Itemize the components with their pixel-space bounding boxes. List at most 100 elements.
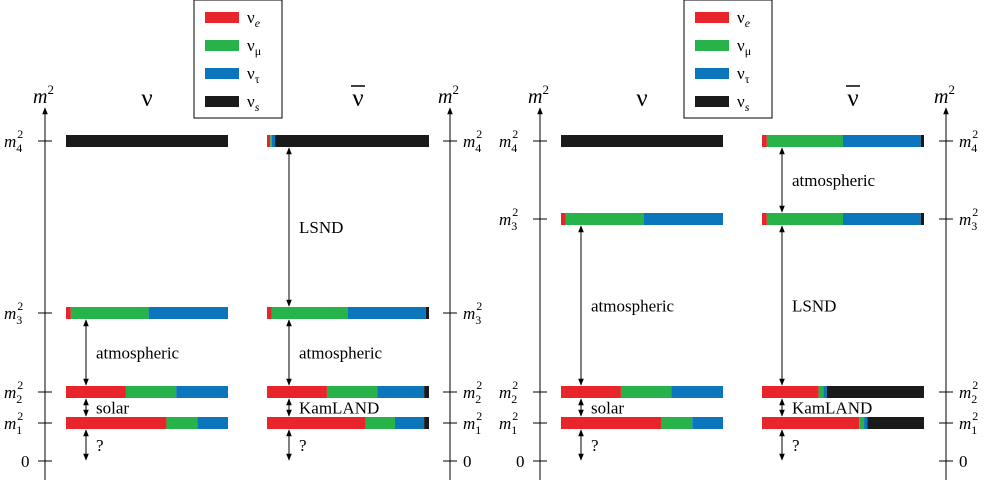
splitting-arrow-nubar-m1-zero: ? xyxy=(286,429,307,461)
arrow-label: solar xyxy=(591,399,624,418)
column-title-nu: ν xyxy=(141,85,152,112)
bar-segment-nubar-m4-nu_mu xyxy=(270,135,272,147)
bar-segment-nu-m3-nu_mu xyxy=(70,307,149,319)
splitting-arrow-nu-m2-m1: solar xyxy=(83,398,129,418)
level-bars-nubar xyxy=(762,135,924,429)
arrow-label: atmospheric xyxy=(591,297,675,316)
splitting-arrow-nu-m3-m2: atmospheric xyxy=(83,319,180,386)
splitting-arrow-nubar-m2-m1: KamLAND xyxy=(286,398,379,418)
level-label-m2: m22 xyxy=(499,378,518,406)
zero-label: 0 xyxy=(21,452,30,471)
bar-segment-nu-m3-nu_tau xyxy=(643,213,723,225)
level-label-m4: m42 xyxy=(959,127,978,155)
bar-segment-nu-m3-nu_e xyxy=(561,213,566,225)
level-label-m1: m12 xyxy=(499,409,518,437)
level-label-m4: m42 xyxy=(463,127,482,155)
mass-axis-left: m2 m42 m32 m22 m12 0 xyxy=(499,82,549,480)
bar-segment-nubar-m3-nu_mu xyxy=(271,307,348,319)
bar-segment-nubar-m1-nu_e xyxy=(267,417,366,429)
level-label-m3: m32 xyxy=(959,205,978,233)
bar-segment-nubar-m1-nu_mu xyxy=(365,417,395,429)
bar-segment-nubar-m1-nu_mu xyxy=(859,417,865,429)
legend-label-nu_tau: ντ xyxy=(247,64,260,86)
bar-segment-nu-m3-nu_tau xyxy=(148,307,228,319)
column-title-nubar: ν xyxy=(352,85,363,112)
level-label-m3: m32 xyxy=(4,299,23,327)
arrow-label: ? xyxy=(792,436,800,455)
level-label-m2: m22 xyxy=(4,378,23,406)
bar-segment-nu-m2-nu_mu xyxy=(125,386,177,398)
level-label-m2: m22 xyxy=(463,378,482,406)
arrow-label: solar xyxy=(96,399,129,418)
bar-segment-nu-m3-nu_e xyxy=(66,307,71,319)
splitting-arrow-nu-m3-m2: atmospheric xyxy=(578,225,675,386)
legend-label-nu_mu: νμ xyxy=(247,36,261,58)
bar-segment-nubar-m4-nu_s xyxy=(275,135,429,147)
zero-label: 0 xyxy=(959,452,968,471)
arrow-label: KamLAND xyxy=(792,399,872,418)
bar-segment-nubar-m2-nu_s xyxy=(424,386,429,398)
legend-label-nu_s: νs xyxy=(737,92,750,114)
bar-segment-nu-m1-nu_mu xyxy=(166,417,198,429)
column-title-nu: ν xyxy=(636,85,647,112)
level-label-m4: m42 xyxy=(4,127,23,155)
bar-segment-nubar-m3-nu_e xyxy=(762,213,767,225)
bar-segment-nubar-m1-nu_tau xyxy=(394,417,425,429)
legend-swatch-nu_mu xyxy=(695,40,729,51)
bar-segment-nu-m2-nu_tau xyxy=(671,386,723,398)
bar-segment-nu-m2-nu_e xyxy=(66,386,126,398)
legend: νe νμ ντ νs xyxy=(683,0,773,119)
bar-segment-nubar-m2-nu_mu xyxy=(326,386,378,398)
bar-segment-nu-m1-nu_tau xyxy=(197,417,228,429)
axis-title: m2 xyxy=(438,82,459,108)
bar-segment-nubar-m1-nu_s xyxy=(424,417,429,429)
bar-segment-nubar-m4-nu_mu xyxy=(766,135,843,147)
bar-segment-nubar-m3-nu_s xyxy=(920,213,924,225)
arrow-label: ? xyxy=(591,436,599,455)
arrow-label: KamLAND xyxy=(299,399,379,418)
bar-segment-nu-m2-nu_e xyxy=(561,386,621,398)
bar-segment-nu-m4-nu_s xyxy=(66,135,228,147)
legend: νe νμ ντ νs xyxy=(193,0,283,119)
bar-segment-nubar-m2-nu_tau xyxy=(377,386,425,398)
level-label-m2: m22 xyxy=(959,378,978,406)
legend-label-nu_s: νs xyxy=(247,92,260,114)
bar-segment-nubar-m2-nu_s xyxy=(826,386,924,398)
level-label-m3: m32 xyxy=(463,299,482,327)
axis-title: m2 xyxy=(528,82,549,108)
bar-segment-nubar-m2-nu_e xyxy=(762,386,819,398)
bar-segment-nu-m1-nu_tau xyxy=(692,417,723,429)
zero-label: 0 xyxy=(516,452,525,471)
arrow-label: LSND xyxy=(792,297,836,316)
splitting-arrow-nubar-m3-m2: LSND xyxy=(779,225,836,386)
level-label-m4: m42 xyxy=(499,127,518,155)
bar-segment-nubar-m4-nu_e xyxy=(762,135,767,147)
bar-segment-nubar-m4-nu_tau xyxy=(271,135,276,147)
legend-swatch-nu_tau xyxy=(695,68,729,79)
level-label-m1: m12 xyxy=(4,409,23,437)
axis-title: m2 xyxy=(33,82,54,108)
arrow-label: ? xyxy=(96,436,104,455)
legend-swatch-nu_e xyxy=(205,12,239,23)
bar-segment-nubar-m2-nu_e xyxy=(267,386,327,398)
bar-segment-nu-m4-nu_s xyxy=(561,135,723,147)
splitting-arrow-nubar-m4-m3: atmospheric xyxy=(779,147,876,213)
bar-segment-nubar-m2-nu_tau xyxy=(823,386,827,398)
level-label-m1: m12 xyxy=(463,409,482,437)
legend-label-nu_e: νe xyxy=(247,8,261,30)
legend-swatch-nu_mu xyxy=(205,40,239,51)
legend-swatch-nu_s xyxy=(205,96,239,107)
arrow-label: ? xyxy=(299,436,307,455)
splitting-arrow-nu-m1-zero: ? xyxy=(83,429,104,461)
zero-label: 0 xyxy=(463,452,472,471)
bar-segment-nubar-m4-nu_s xyxy=(920,135,924,147)
legend-label-nu_tau: ντ xyxy=(737,64,750,86)
arrow-label: atmospheric xyxy=(96,344,180,363)
level-bars-nubar xyxy=(267,135,429,429)
axis-title: m2 xyxy=(934,82,955,108)
arrow-label: atmospheric xyxy=(792,171,876,190)
